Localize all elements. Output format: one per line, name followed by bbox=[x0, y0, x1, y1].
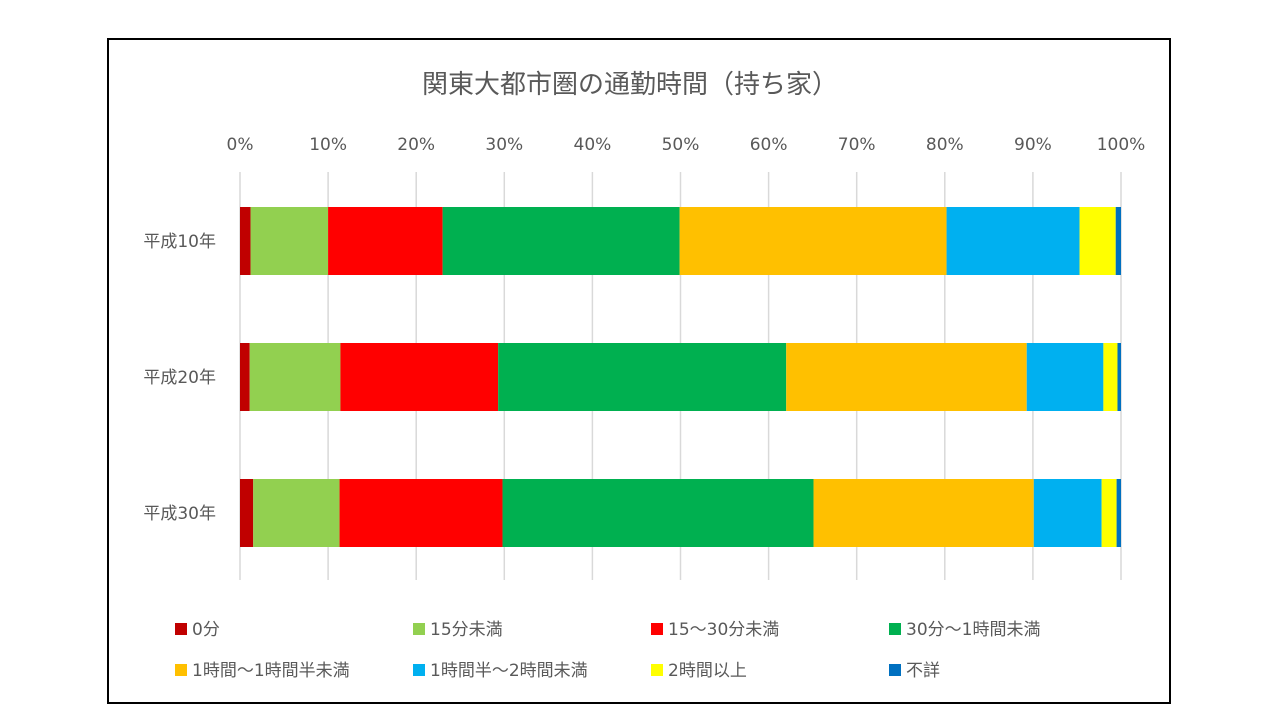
bar-segment bbox=[328, 207, 443, 275]
legend-label: 0分 bbox=[192, 620, 220, 640]
x-tick-label: 50% bbox=[662, 135, 700, 155]
category-label: 平成30年 bbox=[143, 504, 216, 524]
bar-segment bbox=[240, 207, 251, 275]
legend-swatch bbox=[413, 623, 425, 635]
bars bbox=[240, 207, 1121, 547]
category-label: 平成10年 bbox=[143, 232, 216, 252]
bar-segment bbox=[240, 479, 254, 547]
bar-segment bbox=[442, 207, 680, 275]
bar-segment bbox=[249, 343, 341, 411]
legend-label: 不詳 bbox=[906, 661, 940, 681]
x-tick-label: 70% bbox=[838, 135, 876, 155]
legend: 0分 15分未満 15〜30分未満 30分〜1時間未満 1時間〜1時間半未満 1時間半〜2… bbox=[175, 620, 1040, 681]
bar-segment bbox=[1101, 479, 1117, 547]
x-tick-label: 60% bbox=[750, 135, 788, 155]
legend-label: 1時間半〜2時間未満 bbox=[430, 661, 588, 681]
x-tick-label: 30% bbox=[485, 135, 523, 155]
bar-segment bbox=[240, 343, 250, 411]
bar-segment bbox=[1026, 343, 1104, 411]
bar-segment bbox=[339, 479, 503, 547]
x-tick-label: 0% bbox=[227, 135, 254, 155]
legend-swatch bbox=[413, 664, 425, 676]
chart-title: 関東大都市圏の通勤時間（持ち家） bbox=[422, 70, 838, 100]
bar-segment bbox=[498, 343, 787, 411]
legend-label: 15分未満 bbox=[430, 620, 503, 640]
bar-segment bbox=[679, 207, 947, 275]
bar-segment bbox=[340, 343, 499, 411]
x-axis-ticks: 0% 10% 20% 30% 40% 50% 60% 70% 80% 90% 100% bbox=[227, 135, 1146, 155]
bar-segment bbox=[1117, 343, 1121, 411]
bar-segment bbox=[253, 479, 340, 547]
x-tick-label: 40% bbox=[574, 135, 612, 155]
bar-segment bbox=[786, 343, 1027, 411]
bar-segment bbox=[1033, 479, 1102, 547]
bar-segment bbox=[1079, 207, 1116, 275]
bar-segment bbox=[1103, 343, 1118, 411]
legend-label: 1時間〜1時間半未満 bbox=[192, 661, 350, 681]
bar-segment bbox=[1116, 479, 1121, 547]
x-tick-label: 100% bbox=[1097, 135, 1146, 155]
legend-swatch bbox=[889, 664, 901, 676]
legend-swatch bbox=[651, 664, 663, 676]
bar-segment bbox=[250, 207, 329, 275]
bar-segment bbox=[813, 479, 1034, 547]
x-tick-label: 90% bbox=[1014, 135, 1052, 155]
x-tick-label: 20% bbox=[397, 135, 435, 155]
legend-swatch bbox=[175, 664, 187, 676]
legend-swatch bbox=[889, 623, 901, 635]
legend-label: 2時間以上 bbox=[668, 661, 747, 681]
bar-segment bbox=[946, 207, 1080, 275]
category-label: 平成20年 bbox=[143, 368, 216, 388]
legend-label: 30分〜1時間未満 bbox=[906, 620, 1040, 640]
x-tick-label: 80% bbox=[926, 135, 964, 155]
bar-segment bbox=[1115, 207, 1121, 275]
legend-swatch bbox=[175, 623, 187, 635]
legend-swatch bbox=[651, 623, 663, 635]
x-tick-label: 10% bbox=[309, 135, 347, 155]
legend-label: 15〜30分未満 bbox=[668, 620, 779, 640]
bar-segment bbox=[502, 479, 814, 547]
